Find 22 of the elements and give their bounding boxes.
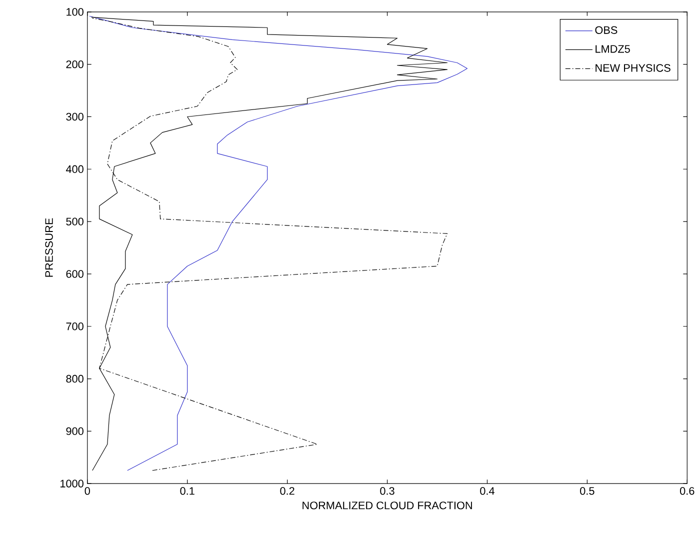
y-tick-label: 1000	[60, 480, 84, 488]
y-axis-title: PRESSURE	[45, 218, 53, 277]
y-tick-label: 100	[66, 8, 84, 16]
y-tick-label: 700	[66, 322, 84, 330]
y-tick-label: 600	[66, 270, 84, 278]
y-tick-label: 300	[66, 112, 84, 120]
y-tick-label: 900	[66, 427, 84, 435]
x-tick-label: 0.2	[280, 487, 294, 495]
x-tick-label: 0.3	[380, 487, 394, 495]
y-tick-label: 500	[66, 218, 84, 226]
x-tick-label: 0	[84, 487, 90, 495]
x-tick-label: 0.5	[580, 487, 594, 495]
x-tick-label: 0.1	[180, 487, 194, 495]
y-tick-label: 400	[66, 165, 84, 173]
y-tick-label: 200	[66, 60, 84, 68]
legend-label: NEW PHYSICS	[596, 64, 670, 72]
x-tick-label: 0.4	[480, 487, 494, 495]
x-tick-label: 0.6	[680, 487, 694, 495]
y-tick-label: 800	[66, 374, 84, 383]
x-axis-title: NORMALIZED CLOUD FRACTION	[302, 501, 472, 510]
legend-label: OBS	[595, 26, 618, 34]
legend-label: LMDZ5	[596, 45, 630, 53]
